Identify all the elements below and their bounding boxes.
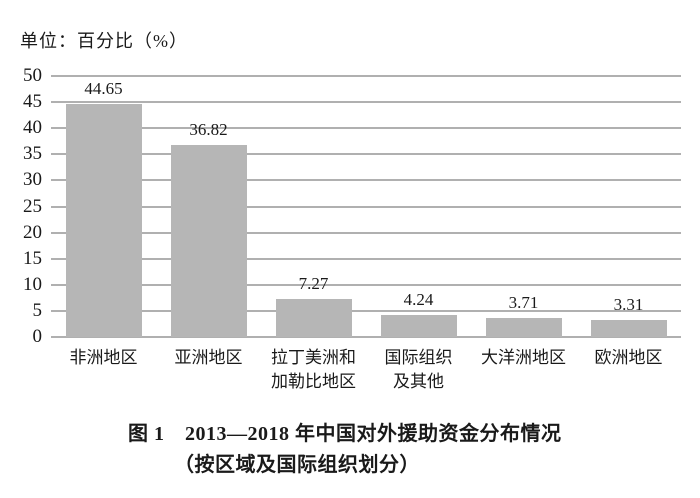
y-axis-tick-label: 35: [23, 143, 42, 165]
bar-value-label: 44.65: [84, 78, 123, 98]
gridline: [51, 179, 681, 182]
bar-value-label: 3.31: [613, 294, 644, 314]
x-category-label: 拉丁美洲和 加勒比地区: [271, 348, 356, 391]
x-category-label: 亚洲地区: [174, 348, 243, 367]
y-axis-tick-label: 5: [32, 299, 43, 321]
gridline: [51, 231, 681, 234]
y-axis-tick-label: 20: [23, 221, 42, 243]
y-axis-tick-label: 50: [23, 65, 42, 86]
x-category-label: 国际组织 及其他: [384, 348, 453, 391]
bar: [65, 103, 142, 337]
gridline: [51, 205, 681, 208]
bar: [170, 144, 247, 337]
y-axis-tick-label: 0: [32, 326, 43, 347]
x-category-label: 大洋洲地区: [481, 348, 566, 367]
y-axis-tick-label: 25: [23, 195, 42, 217]
figure-caption-line2: （按区域及国际组织划分）: [174, 454, 420, 476]
bar-value-label: 36.82: [189, 119, 228, 139]
gridline: [51, 153, 681, 156]
gridline: [51, 257, 681, 260]
bar-value-label: 4.24: [403, 289, 434, 309]
bar: [485, 317, 562, 337]
gridline: [51, 309, 681, 312]
x-category-label: 欧洲地区: [594, 348, 663, 367]
gridline: [51, 336, 681, 338]
y-axis-tick-label: 30: [23, 169, 42, 191]
y-axis-tick-label: 45: [23, 91, 42, 113]
bar: [590, 319, 667, 337]
bar: [275, 299, 352, 337]
gridline: [51, 75, 681, 77]
x-category-label: 非洲地区: [69, 348, 138, 367]
gridline: [51, 127, 681, 130]
figure-caption-line1: 图 1 2013—2018 年中国对外援助资金分布情况: [128, 423, 562, 445]
y-axis-tick-label: 15: [23, 247, 42, 269]
unit-label: 单位：百分比（%）: [20, 31, 188, 51]
bar: [380, 314, 457, 337]
plot-area: 0 5 10 15 20 25 30 35 40 45 50 44.65 非洲地区 36.82 亚洲地区 7.…: [23, 65, 681, 391]
y-axis-tick-label: 10: [23, 273, 42, 295]
gridline: [51, 101, 681, 104]
bar-value-label: 7.27: [298, 274, 329, 294]
bar-value-label: 3.71: [508, 292, 539, 312]
gridline: [51, 283, 681, 286]
y-axis-tick-label: 40: [23, 117, 42, 139]
